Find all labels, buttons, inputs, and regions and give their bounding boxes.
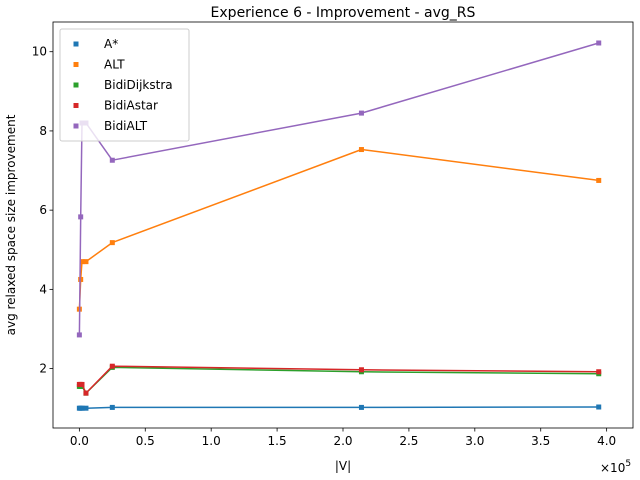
y-tick-label: 2 — [39, 362, 47, 376]
legend-label-bididijkstra: BidiDijkstra — [104, 78, 173, 92]
plot-content — [76, 40, 602, 411]
data-point-alt — [79, 259, 85, 265]
x-axis: 0.0 0.5 1.0 1.5 2.0 2.5 3.0 3.5 4.0 — [70, 428, 616, 448]
legend-label-alt: ALT — [104, 58, 125, 72]
x-axis-multiplier: ×105 — [600, 459, 631, 475]
data-point-a — [79, 405, 85, 411]
data-point-bidialt — [596, 40, 602, 46]
legend-item-alt: ALT — [73, 58, 125, 72]
legend-marker-alt — [73, 62, 79, 67]
x-tick-label: 1.5 — [268, 434, 287, 448]
legend-item-a: A* — [73, 37, 118, 51]
legend-item-bidiastar: BidiAstar — [73, 99, 158, 113]
x-axis-label: |V| — [335, 459, 351, 473]
x-tick-label: 2.5 — [399, 434, 418, 448]
data-point-bidialt — [358, 110, 364, 116]
data-point-a — [358, 404, 364, 410]
legend-marker-bididijkstra — [73, 82, 79, 88]
x-tick-label: 3.0 — [465, 434, 484, 448]
series-bidiastar — [76, 363, 602, 396]
data-point-alt — [358, 147, 364, 153]
data-point-a — [109, 404, 115, 410]
legend-label-a: A* — [104, 37, 118, 51]
legend-marker-bidiastar — [73, 103, 79, 108]
data-point-alt — [596, 177, 602, 183]
chart-title: Experience 6 - Improvement - avg_RS — [211, 5, 476, 21]
x-tick-label: 4.0 — [597, 434, 616, 448]
data-point-bidiastar — [358, 367, 364, 373]
x-axis-multiplier-exponent: 5 — [625, 459, 631, 469]
legend-item-bidialt: BidiALT — [73, 119, 148, 133]
data-point-bidialt — [76, 332, 82, 338]
x-tick-label: 3.5 — [531, 434, 550, 448]
y-tick-label: 10 — [32, 45, 47, 59]
x-tick-label: 0.0 — [70, 434, 89, 448]
legend-marker-bidialt — [73, 123, 79, 129]
y-tick-label: 4 — [39, 282, 47, 296]
data-point-bidiastar — [596, 369, 602, 375]
data-point-bidiastar — [83, 390, 89, 396]
legend-label-bidialt: BidiALT — [104, 119, 148, 133]
data-point-bidialt — [109, 157, 115, 163]
y-tick-label: 8 — [39, 124, 47, 138]
legend-marker-a — [73, 41, 79, 47]
x-axis-multiplier-base: ×10 — [600, 461, 625, 475]
legend-label-bidiastar: BidiAstar — [104, 99, 158, 113]
data-point-bidiastar — [79, 381, 85, 387]
legend: A* ALT BidiDijkstra BidiAstar BidiALT — [59, 28, 190, 142]
data-point-alt — [83, 259, 89, 265]
data-point-a — [83, 405, 89, 411]
data-point-a — [596, 404, 602, 410]
y-tick-label: 6 — [39, 203, 47, 217]
y-axis-label: avg relaxed space size improvement — [4, 114, 18, 335]
x-tick-label: 0.5 — [136, 434, 155, 448]
x-tick-label: 1.0 — [202, 434, 221, 448]
data-point-bidialt — [78, 214, 84, 220]
series-a — [76, 404, 602, 411]
y-axis: 2 4 6 8 10 — [32, 45, 53, 376]
data-point-bidiastar — [109, 363, 115, 369]
data-point-alt — [109, 240, 115, 246]
legend-box — [59, 28, 190, 142]
x-tick-label: 2.0 — [333, 434, 352, 448]
legend-item-bididijkstra: BidiDijkstra — [73, 78, 173, 92]
